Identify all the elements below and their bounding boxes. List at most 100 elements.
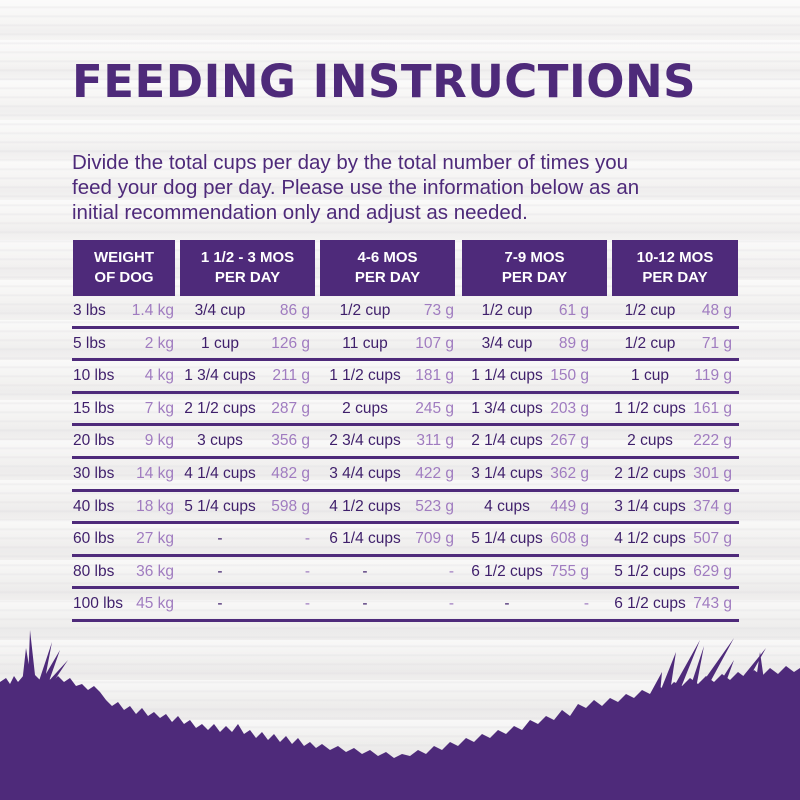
intro-line: Divide the total cups per day by the tot… bbox=[72, 151, 629, 174]
cups-10-12-mos: 1/2 cup bbox=[624, 302, 676, 319]
weight-lbs: 3 lbs bbox=[73, 302, 106, 319]
grams-10-12-mos: 222 g bbox=[693, 432, 732, 450]
cups-4-6-mos: 3 4/4 cups bbox=[329, 464, 401, 482]
grams-7-9-mos: 61 g bbox=[558, 302, 589, 319]
grams-10-12-mos: 119 g bbox=[694, 367, 732, 385]
cups-7-9-mos: 1 1/4 cups bbox=[471, 367, 543, 385]
table-row: 40 lbs 18 kg 5 1/4 cups 598 g 4 1/2 cups 523 … bbox=[72, 492, 739, 525]
weight-kg: 45 kg bbox=[136, 595, 174, 613]
cups-4-6-mos: 1/2 cup bbox=[339, 302, 391, 319]
grams-4-6-mos: 523 g bbox=[415, 497, 454, 515]
grams-7-9-mos: 150 g bbox=[550, 367, 589, 385]
weight-lbs: 60 lbs bbox=[73, 530, 115, 548]
weight-kg: 1.4 kg bbox=[131, 302, 174, 319]
header-1-5-3-mos: 1 1/2 - 3 MOS PER DAY bbox=[180, 240, 315, 296]
grams-4-6-mos: 245 g bbox=[415, 399, 454, 417]
header-line: PER DAY bbox=[642, 269, 708, 286]
grams-7-9-mos: 203 g bbox=[550, 399, 589, 417]
grams-7-9-mos: - bbox=[583, 595, 589, 613]
weight-lbs: 40 lbs bbox=[73, 497, 115, 515]
weight-lbs: 15 lbs bbox=[73, 399, 115, 417]
grams-1-5-3-mos: 126 g bbox=[271, 334, 310, 352]
weight-lbs: 5 lbs bbox=[73, 334, 106, 352]
header-line: 1 1/2 - 3 MOS bbox=[200, 249, 295, 266]
header-line: 7-9 MOS bbox=[504, 249, 565, 266]
weight-kg: 18 kg bbox=[136, 497, 174, 515]
cups-10-12-mos: 1/2 cup bbox=[624, 334, 676, 352]
cups-1-5-3-mos: 4 1/4 cups bbox=[184, 464, 256, 482]
cups-1-5-3-mos: 1 3/4 cups bbox=[184, 367, 256, 385]
cups-7-9-mos: 6 1/2 cups bbox=[471, 562, 543, 580]
table-row: 100 lbs 45 kg - - - - - - 6 1/2 cups 743 g bbox=[72, 589, 739, 622]
table-header: WEIGHT OF DOG 1 1/2 - 3 MOS PER DAY 4-6 … bbox=[72, 240, 739, 296]
cups-1-5-3-mos: 3 cups bbox=[197, 432, 243, 450]
grams-1-5-3-mos: 211 g bbox=[272, 367, 310, 385]
grams-10-12-mos: 71 g bbox=[701, 334, 732, 352]
header-weight: WEIGHT OF DOG bbox=[73, 240, 175, 296]
weight-kg: 36 kg bbox=[136, 562, 174, 580]
weight-lbs: 80 lbs bbox=[73, 562, 115, 580]
cups-7-9-mos: 1 3/4 cups bbox=[471, 399, 543, 417]
cups-10-12-mos: 2 cups bbox=[627, 432, 673, 450]
weight-lbs: 30 lbs bbox=[73, 464, 115, 482]
cups-1-5-3-mos: 2 1/2 cups bbox=[184, 399, 256, 417]
grams-7-9-mos: 267 g bbox=[550, 432, 589, 450]
grams-1-5-3-mos: 482 g bbox=[271, 464, 310, 482]
weight-lbs: 10 lbs bbox=[73, 367, 115, 385]
cups-10-12-mos: 6 1/2 cups bbox=[614, 595, 686, 613]
cups-4-6-mos: - bbox=[362, 595, 368, 613]
cups-1-5-3-mos: - bbox=[217, 595, 223, 613]
grams-10-12-mos: 507 g bbox=[693, 530, 732, 548]
cups-10-12-mos: 4 1/2 cups bbox=[614, 530, 686, 548]
table-row: 30 lbs 14 kg 4 1/4 cups 482 g 3 4/4 cups 422 … bbox=[72, 459, 739, 492]
table-row: 20 lbs 9 kg 3 cups 356 g 2 3/4 cups 311 g 2 1/… bbox=[72, 426, 739, 459]
header-4-6-mos: 4-6 MOS PER DAY bbox=[320, 240, 455, 296]
cups-10-12-mos: 1 1/2 cups bbox=[614, 399, 686, 417]
grams-10-12-mos: 374 g bbox=[693, 497, 732, 515]
cups-7-9-mos: - bbox=[504, 595, 510, 613]
header-7-9-mos: 7-9 MOS PER DAY bbox=[462, 240, 607, 296]
grass-silhouette-icon bbox=[0, 630, 800, 800]
table-body: 3 lbs 1.4 kg 3/4 cup 86 g 1/2 cup 73 g 1/2 cup… bbox=[72, 296, 739, 622]
grams-4-6-mos: 73 g bbox=[423, 302, 454, 319]
cups-10-12-mos: 2 1/2 cups bbox=[614, 464, 686, 482]
weight-kg: 7 kg bbox=[144, 399, 174, 417]
cups-10-12-mos: 3 1/4 cups bbox=[614, 497, 686, 515]
cups-1-5-3-mos: 5 1/4 cups bbox=[184, 497, 256, 515]
cups-1-5-3-mos: 3/4 cup bbox=[194, 302, 246, 319]
cups-7-9-mos: 1/2 cup bbox=[481, 302, 533, 319]
intro-line: initial recommendation only and adjust a… bbox=[72, 201, 528, 224]
cups-4-6-mos: 2 cups bbox=[342, 399, 388, 417]
grams-1-5-3-mos: 598 g bbox=[271, 497, 310, 515]
weight-kg: 9 kg bbox=[144, 432, 174, 450]
grams-7-9-mos: 362 g bbox=[550, 464, 589, 482]
header-line: PER DAY bbox=[501, 269, 568, 286]
cups-7-9-mos: 4 cups bbox=[484, 497, 530, 515]
weight-lbs: 100 lbs bbox=[73, 595, 123, 613]
weight-kg: 4 kg bbox=[144, 367, 174, 385]
header-line: WEIGHT bbox=[94, 249, 154, 266]
cups-7-9-mos: 3 1/4 cups bbox=[471, 464, 543, 482]
grams-4-6-mos: 422 g bbox=[415, 464, 454, 482]
table-row: 15 lbs 7 kg 2 1/2 cups 287 g 2 cups 245 g 1 3/… bbox=[72, 394, 739, 427]
grams-4-6-mos: 181 g bbox=[415, 367, 454, 385]
table-row: 5 lbs 2 kg 1 cup 126 g 11 cup 107 g 3/4 cup 89 … bbox=[72, 329, 739, 362]
cups-4-6-mos: 11 cup bbox=[342, 334, 388, 352]
grams-1-5-3-mos: - bbox=[304, 595, 310, 613]
cups-1-5-3-mos: - bbox=[217, 562, 223, 580]
weight-kg: 14 kg bbox=[136, 464, 174, 482]
cups-7-9-mos: 2 1/4 cups bbox=[471, 432, 543, 450]
grams-1-5-3-mos: 86 g bbox=[279, 302, 310, 319]
intro-line: feed your dog per day. Please use the in… bbox=[72, 176, 640, 199]
cups-10-12-mos: 1 cup bbox=[631, 367, 669, 385]
grams-4-6-mos: 311 g bbox=[416, 432, 454, 450]
grams-4-6-mos: - bbox=[448, 562, 454, 580]
table-row: 60 lbs 27 kg - - 6 1/4 cups 709 g 5 1/4 cups 60… bbox=[72, 524, 739, 557]
header-line: 4-6 MOS bbox=[357, 249, 418, 266]
header-line: OF DOG bbox=[94, 269, 154, 286]
cups-1-5-3-mos: 1 cup bbox=[201, 334, 239, 352]
header-line: 10-12 MOS bbox=[636, 249, 714, 266]
cups-4-6-mos: - bbox=[362, 562, 368, 580]
